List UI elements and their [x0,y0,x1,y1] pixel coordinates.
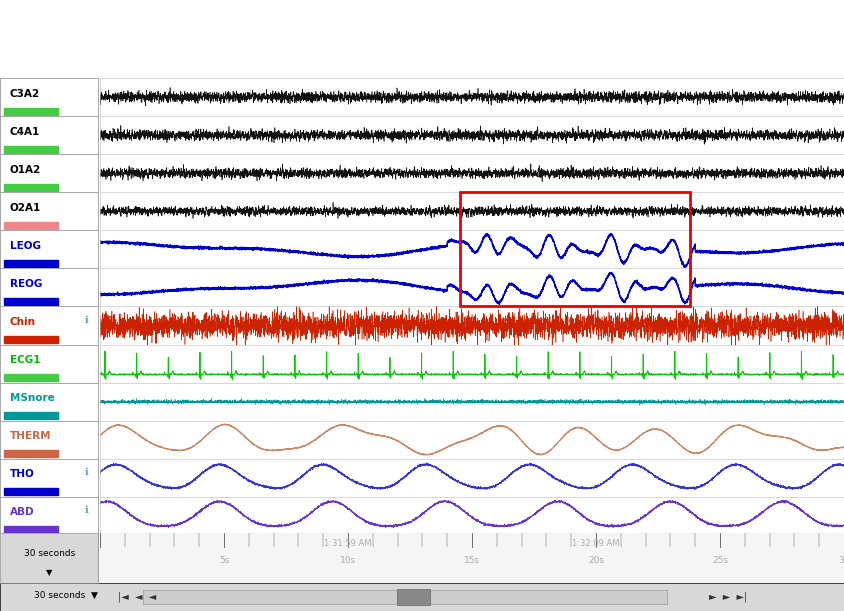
Text: 10s: 10s [340,556,356,565]
Bar [4,488,58,496]
Text: 96: 96 [484,549,496,558]
Text: SpO2: SpO2 [10,546,41,555]
Text: 47: 47 [571,585,580,595]
Text: 97: 97 [151,549,163,558]
Text: ►  ►  ►|: ► ► ►| [709,591,747,602]
Text: 30 seconds: 30 seconds [24,549,75,557]
Text: 44: 44 [530,585,538,595]
Text: 15s: 15s [464,556,480,565]
Bar [4,336,58,343]
Text: 20s: 20s [588,556,604,565]
Text: 97: 97 [707,549,719,558]
Text: O1A2: O1A2 [10,165,41,175]
Text: ▼: ▼ [46,568,52,577]
Text: 97: 97 [782,549,793,558]
Text: 56: 56 [737,585,746,595]
Text: 96: 96 [522,549,533,558]
Text: 30: 30 [281,585,290,595]
Text: ℹ: ℹ [84,543,89,553]
Text: THO: THO [10,469,35,480]
Text: 97: 97 [744,549,755,558]
Text: 30: 30 [838,556,844,565]
Bar [4,527,58,533]
Text: O2A1: O2A1 [10,203,41,213]
Text: 96: 96 [300,549,311,558]
Text: 30 seconds  ▼: 30 seconds ▼ [34,591,98,600]
Text: 50: 50 [654,585,663,595]
Text: 50: 50 [198,585,207,595]
Text: 42: 42 [240,585,249,595]
Text: 49: 49 [613,585,621,595]
Text: 60: 60 [778,585,787,595]
Text: 97: 97 [225,549,237,558]
Text: 97: 97 [447,549,459,558]
Bar [4,146,58,153]
Text: 96: 96 [559,549,571,558]
Text: REOG: REOG [10,279,42,289]
Text: 42: 42 [364,585,373,595]
Text: Chin: Chin [10,317,35,327]
Text: LEOG: LEOG [10,241,41,251]
Text: C4A1: C4A1 [10,126,40,137]
Text: ℹ: ℹ [84,315,89,325]
Text: 97: 97 [819,549,830,558]
Text: THERM: THERM [10,431,51,441]
Bar [4,298,58,305]
Bar [4,450,58,457]
Text: 96: 96 [374,549,385,558]
Text: 97: 97 [114,549,126,558]
Bar [4,260,58,267]
Bar [4,602,58,610]
Text: 1:31:59 AM: 1:31:59 AM [324,540,371,549]
Bar [4,184,58,191]
Text: ECG1: ECG1 [10,355,41,365]
Text: 96: 96 [596,549,608,558]
Text: C3A2: C3A2 [10,89,40,98]
Text: 45: 45 [322,585,332,595]
Text: 96: 96 [337,549,348,558]
Bar [143,590,667,604]
Bar [4,412,58,419]
Text: HR: HR [10,584,26,594]
Text: 96: 96 [633,549,645,558]
Text: 44: 44 [405,585,414,595]
Text: ℹ: ℹ [84,467,89,477]
Text: 1:32:09 AM: 1:32:09 AM [572,540,619,549]
Text: 97: 97 [188,549,200,558]
Text: 96: 96 [411,549,422,558]
Text: MSnore: MSnore [10,393,55,403]
Bar [4,374,58,381]
Text: 5s: 5s [219,556,230,565]
Text: 45: 45 [157,585,165,595]
Bar [4,565,58,571]
Bar [397,588,430,606]
Text: 53: 53 [695,585,705,595]
Text: 43: 43 [116,585,124,595]
Text: ABD: ABD [10,508,35,518]
Text: 96: 96 [262,549,273,558]
Text: 46: 46 [446,585,456,595]
Text: 61: 61 [820,585,829,595]
Text: |◄  ◄  ◄: |◄ ◄ ◄ [118,591,156,602]
Text: ℹ: ℹ [84,505,89,515]
Text: ℹ: ℹ [84,581,89,591]
Text: 96: 96 [670,549,682,558]
Text: 25s: 25s [712,556,728,565]
Bar [4,108,58,114]
Bar [4,222,58,229]
Text: 47: 47 [488,585,497,595]
